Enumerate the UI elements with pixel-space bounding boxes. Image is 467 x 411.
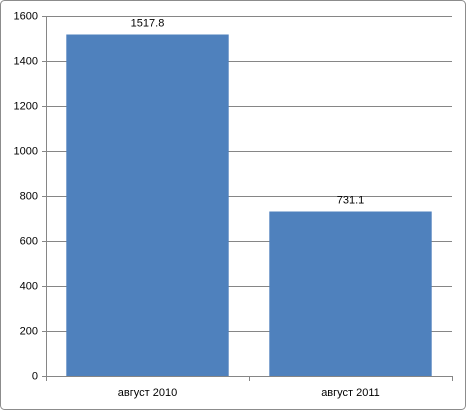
y-tick-label: 800 <box>20 190 38 202</box>
y-tick-label: 400 <box>20 280 38 292</box>
bar <box>269 211 432 376</box>
y-tick-label: 600 <box>20 235 38 247</box>
y-tick-label: 1000 <box>14 145 38 157</box>
y-tick-label: 200 <box>20 325 38 337</box>
y-tick-label: 1200 <box>14 100 38 112</box>
y-tick-label: 0 <box>32 370 38 382</box>
data-label: 1517.8 <box>131 17 165 29</box>
x-tick-label: август 2010 <box>118 387 177 399</box>
x-tick-label: август 2011 <box>321 387 380 399</box>
bar <box>66 34 229 377</box>
y-tick-label: 1400 <box>14 55 38 67</box>
data-label: 731.1 <box>337 194 365 206</box>
y-tick-label: 1600 <box>14 10 38 22</box>
